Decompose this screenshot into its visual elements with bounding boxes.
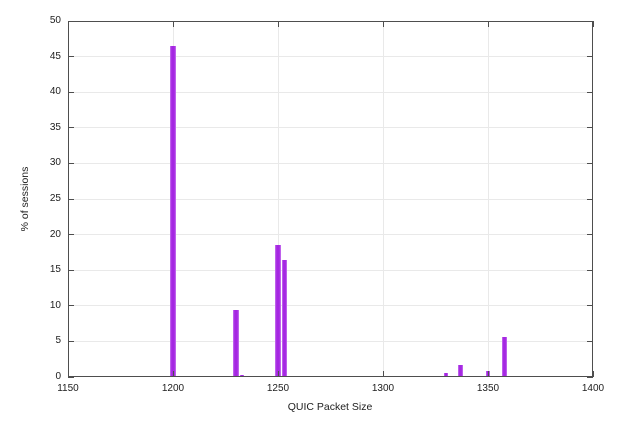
bar — [281, 260, 287, 377]
bar — [502, 337, 508, 377]
y-tick-mark — [587, 269, 593, 271]
y-tick-label: 10 — [49, 299, 61, 311]
gridline-horizontal — [68, 56, 593, 58]
gridline-horizontal — [68, 162, 593, 164]
y-tick-label: 40 — [49, 86, 61, 98]
y-tick-mark — [68, 56, 74, 58]
gridline-horizontal — [68, 340, 593, 342]
y-tick-label: 50 — [49, 15, 61, 26]
y-tick-label: 35 — [49, 121, 61, 133]
y-tick-mark — [587, 198, 593, 200]
y-tick-mark — [68, 20, 74, 22]
x-tick-mark — [592, 21, 594, 27]
y-tick-label: 0 — [55, 371, 61, 382]
y-tick-label: 30 — [49, 157, 61, 169]
bar — [443, 372, 449, 377]
bar — [458, 364, 463, 377]
y-tick-mark — [587, 234, 593, 236]
x-axis-title: QUIC Packet Size — [287, 401, 373, 413]
y-tick-mark — [587, 162, 593, 164]
gridline-horizontal — [68, 234, 593, 236]
x-tick-label: 1200 — [161, 383, 185, 394]
y-tick-mark — [68, 376, 74, 378]
x-tick-label: 1350 — [476, 383, 500, 394]
x-tick-label: 1300 — [371, 383, 395, 394]
x-tick-mark — [382, 21, 384, 27]
y-tick-mark — [68, 305, 74, 307]
y-tick-mark — [68, 234, 74, 236]
y-tick-mark — [587, 91, 593, 93]
x-tick-label: 1400 — [581, 383, 605, 394]
bar — [240, 374, 245, 377]
bar — [169, 45, 177, 377]
x-tick-label: 1250 — [266, 383, 290, 394]
y-tick-mark — [587, 376, 593, 378]
y-tick-mark — [68, 127, 74, 129]
gridline-vertical — [277, 21, 279, 377]
y-tick-mark — [68, 198, 74, 200]
gridline-horizontal — [68, 198, 593, 200]
bar — [233, 310, 239, 377]
y-tick-label: 15 — [49, 264, 61, 276]
y-tick-mark — [587, 127, 593, 129]
y-tick-mark — [68, 340, 74, 342]
gridline-horizontal — [68, 269, 593, 271]
x-tick-mark — [172, 371, 174, 377]
y-tick-mark — [68, 269, 74, 271]
x-tick-mark — [592, 371, 594, 377]
bar — [275, 245, 281, 377]
y-tick-mark — [587, 20, 593, 22]
x-tick-mark — [487, 371, 489, 377]
x-tick-mark — [67, 21, 69, 27]
y-tick-label: 25 — [49, 193, 61, 204]
y-tick-mark — [68, 91, 74, 93]
x-tick-mark — [487, 21, 489, 27]
x-tick-mark — [277, 21, 279, 27]
gridline-horizontal — [68, 305, 593, 307]
gridline-horizontal — [68, 91, 593, 93]
x-tick-mark — [382, 371, 384, 377]
gridline-horizontal — [68, 127, 593, 129]
x-tick-mark — [277, 371, 279, 377]
y-tick-label: 45 — [49, 50, 61, 62]
x-tick-label: 1150 — [57, 383, 79, 394]
gridline-vertical — [487, 21, 489, 377]
y-tick-mark — [587, 56, 593, 58]
y-tick-mark — [587, 305, 593, 307]
gridline-vertical — [382, 21, 384, 377]
y-tick-label: 20 — [49, 228, 61, 240]
y-tick-mark — [587, 340, 593, 342]
y-tick-mark — [68, 162, 74, 164]
x-tick-mark — [172, 21, 174, 27]
y-tick-label: 5 — [55, 335, 61, 347]
